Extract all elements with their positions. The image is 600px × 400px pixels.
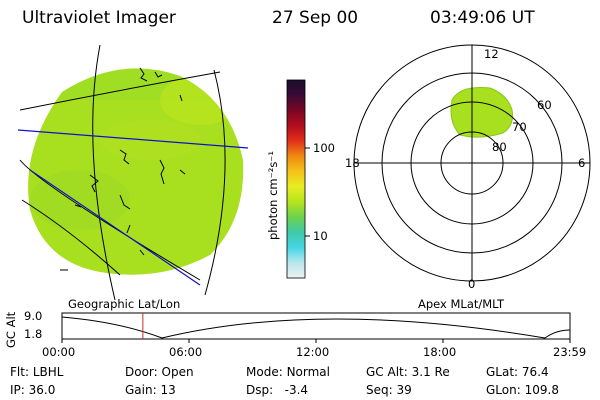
colorbar-unit: photon cm⁻²s⁻¹ [266,151,280,240]
altitude-plot [61,312,571,343]
info-mode: Mode: Normal [246,365,330,379]
geo-magnetic-line [29,169,201,286]
auroral-oval [450,87,514,138]
colorbar-tick-label: 10 [313,229,328,243]
geo-lat-line [21,199,121,276]
info-glat: GLat: 76.4 [486,365,549,379]
altitude-frame [61,312,571,340]
geo-lon-line [204,69,226,296]
altitude-xtick: 00:00 [42,345,76,359]
mlt-label-top: 12 [484,47,499,61]
info-flt: Flt: LBHL [10,365,64,379]
altitude-curve [61,316,571,339]
info-door: Door: Open [125,365,194,379]
info-seq: Seq: 39 [366,383,412,397]
altitude-ylabel: GC Alt [4,311,18,348]
mlat-label: 60 [537,98,552,112]
geo-image [17,44,249,301]
colorbar-strip [286,79,306,279]
altitude-ytick: 1.8 [24,327,43,341]
geo-lat-line [19,71,221,111]
colorbar-tick-label: 100 [313,141,335,155]
info-gc-alt: GC Alt: 3.1 Re [366,365,450,379]
mlt-label-right: 6 [578,156,586,170]
colorbar [286,79,310,279]
info-glon: GLon: 109.8 [486,383,559,397]
altitude-xtick: 18:00 [423,345,457,359]
altitude-xtick: 12:00 [296,345,330,359]
mlat-label: 70 [512,120,527,134]
time-label: 03:49:06 UT [430,8,535,28]
altitude-ytick: 9.0 [24,309,43,323]
polar-plot [353,44,591,282]
mlt-label-bottom: 0 [468,277,476,291]
mlt-label-left: 18 [345,156,360,170]
polar-panel-label: Apex MLat/MLT [418,297,505,311]
altitude-xtick: 06:00 [169,345,203,359]
geo-lat-line [19,159,201,281]
info-gain: Gain: 13 [125,383,176,397]
geo-panel-label: Geographic Lat/Lon [68,297,181,311]
mlat-label: 80 [492,140,507,154]
altitude-xtick: 23:59 [553,345,587,359]
info-ip: IP: 36.0 [10,383,56,397]
date-label: 27 Sep 00 [272,8,359,28]
geo-magnetic-line [17,129,249,149]
geo-earth-disk [28,68,244,275]
info-dsp: Dsp: -3.4 [246,383,309,397]
instrument-title: Ultraviolet Imager [22,8,176,28]
geo-coastlines [60,67,186,271]
geo-lon-line [92,44,116,301]
